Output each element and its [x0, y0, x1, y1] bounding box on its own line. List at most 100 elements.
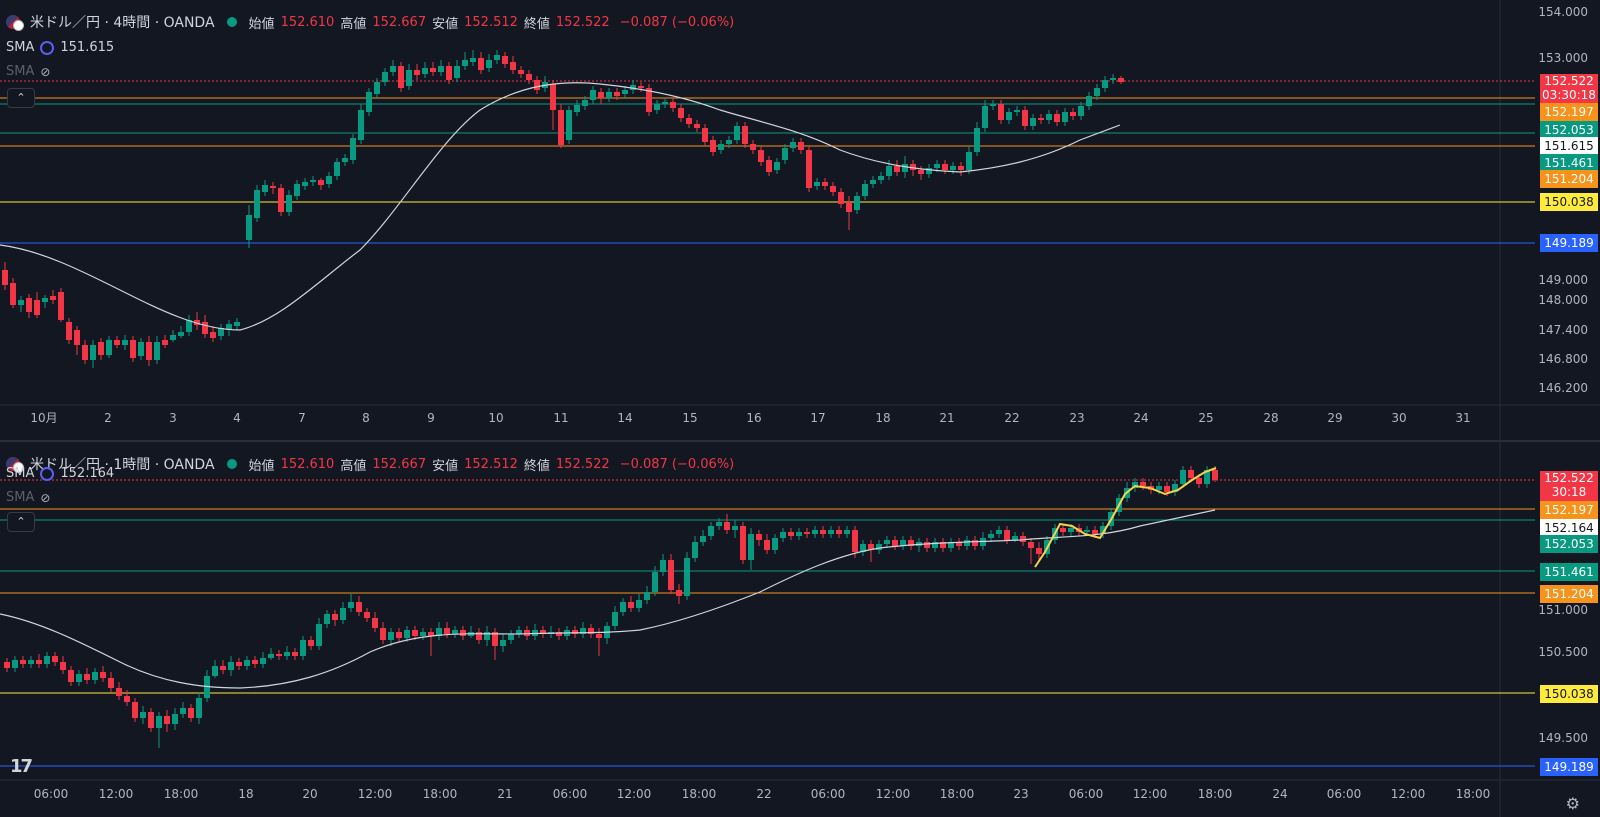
candle-body	[50, 296, 56, 300]
candle-body	[262, 185, 268, 192]
candle-body	[276, 654, 282, 656]
candle-body	[726, 140, 732, 144]
sma-line	[0, 509, 1216, 689]
candle-body	[540, 630, 546, 634]
close-label: 終値	[523, 458, 550, 474]
close-value: 152.522	[555, 456, 610, 472]
close-value: 152.522	[555, 14, 610, 30]
price-tag-value: 152.522	[1544, 471, 1594, 485]
x-axis-tick-label: 10月	[30, 411, 57, 425]
candle-body	[940, 542, 946, 548]
candle-body	[750, 144, 756, 150]
candle-body	[844, 530, 850, 534]
x-axis-tick-label: 24	[1133, 411, 1148, 425]
candle-body	[1092, 530, 1098, 534]
candle-body	[210, 332, 216, 338]
collapse-legend-button[interactable]: ⌃	[7, 88, 35, 108]
candle-body	[1006, 112, 1012, 120]
candle-body	[462, 60, 468, 66]
price-chart-1h[interactable]: 153.000151.000150.500150.000149.50006:00…	[0, 442, 1600, 817]
candle-body	[798, 142, 804, 150]
countdown-value: 30:18	[1551, 485, 1587, 499]
candle-body	[1036, 548, 1042, 554]
candle-body	[918, 170, 924, 174]
candle-body	[236, 662, 242, 666]
candle-body	[660, 560, 666, 572]
sma-indicator-2[interactable]: SMA ⊘	[6, 490, 50, 505]
gear-icon[interactable]: ⚙	[1565, 794, 1580, 813]
candle-body	[132, 702, 138, 718]
x-axis-tick-label: 15	[682, 411, 697, 425]
candle-body	[414, 70, 420, 75]
candle-body	[556, 632, 562, 636]
sma-settings-icon[interactable]	[40, 40, 55, 55]
pane-divider[interactable]	[0, 440, 1600, 442]
candle-body	[460, 630, 466, 636]
candle-body	[510, 62, 516, 70]
change-value: −0.087 (−0.06%)	[619, 14, 735, 30]
x-axis-tick-label: 31	[1455, 411, 1470, 425]
x-axis-tick-label: 06:00	[34, 787, 69, 801]
candle-body	[612, 612, 618, 626]
sma-indicator-2[interactable]: SMA ⊘	[6, 64, 50, 79]
candle-body	[1014, 110, 1020, 112]
price-chart-4h[interactable]: 154.000 153.000 149.000 148.000 147.400 146.8…	[0, 0, 1600, 440]
candle-body	[180, 708, 186, 714]
candle-body	[622, 90, 628, 94]
candle-body	[990, 104, 996, 106]
candle-body	[502, 56, 508, 64]
price-tag: 152.522 30:18	[1540, 471, 1598, 501]
candle-body	[220, 666, 226, 670]
low-label: 安値	[432, 16, 459, 32]
candle-body	[732, 526, 738, 530]
candle-body	[638, 86, 644, 88]
candle-body	[860, 544, 866, 552]
y-axis-tick-label: 153.000	[1538, 51, 1588, 65]
collapse-legend-button[interactable]: ⌃	[7, 512, 35, 532]
sma-indicator-1[interactable]: SMA 151.615	[6, 40, 114, 55]
price-tag: 152.197	[1540, 103, 1598, 121]
candle-body	[526, 74, 532, 80]
candle-body	[186, 320, 192, 332]
x-axis-tick-label: 12:00	[99, 787, 134, 801]
x-axis-tick-label: 21	[939, 411, 954, 425]
candle-body	[310, 180, 316, 182]
candle-body	[470, 58, 476, 62]
symbol-title[interactable]: 米ドル／円 · 4時間 · OANDA	[30, 15, 215, 31]
candle-body	[380, 628, 386, 640]
x-axis-tick-label: 18:00	[164, 787, 199, 801]
candle-body	[1212, 470, 1218, 480]
symbol-legend: 米ドル／円 · 4時間 · OANDA 始値 152.610 高値 152.667 …	[6, 12, 734, 32]
candle-body	[84, 674, 90, 680]
chart-pane-1h[interactable]: 153.000151.000150.500150.000149.50006:00…	[0, 442, 1600, 817]
candle-body	[820, 530, 826, 534]
candle-body	[350, 138, 356, 160]
hidden-eye-icon[interactable]: ⊘	[40, 64, 51, 79]
y-axis-tick-label: 150.500	[1538, 645, 1588, 659]
candle-body	[486, 60, 492, 68]
candle-body	[620, 602, 626, 612]
chart-pane-4h[interactable]: 154.000 153.000 149.000 148.000 147.400 146.8…	[0, 0, 1600, 440]
open-value: 152.610	[280, 456, 335, 472]
price-tag: 151.204	[1540, 585, 1598, 603]
candle-body	[956, 542, 962, 546]
candle-body	[1062, 112, 1068, 122]
candle-body	[44, 656, 50, 664]
symbol-title[interactable]: 米ドル／円 · 1時間 · OANDA	[30, 457, 215, 473]
sma-indicator-1[interactable]: SMA 152.164	[6, 466, 114, 481]
hidden-eye-icon[interactable]: ⊘	[40, 490, 51, 505]
candle-body	[708, 526, 714, 536]
x-axis-tick-label: 18:00	[1198, 787, 1233, 801]
candle-body	[212, 666, 218, 676]
candle-body	[1100, 526, 1106, 534]
x-axis-tick-label: 14	[617, 411, 632, 425]
sma-settings-icon[interactable]	[40, 466, 55, 481]
x-axis-tick-label: 16	[746, 411, 761, 425]
candle-body	[388, 632, 394, 640]
candle-body	[894, 166, 900, 172]
open-label: 始値	[248, 16, 275, 32]
candle-body	[886, 166, 892, 176]
x-axis-tick-label: 12:00	[617, 787, 652, 801]
x-axis-tick-label: 30	[1391, 411, 1406, 425]
candle-body	[406, 70, 412, 86]
